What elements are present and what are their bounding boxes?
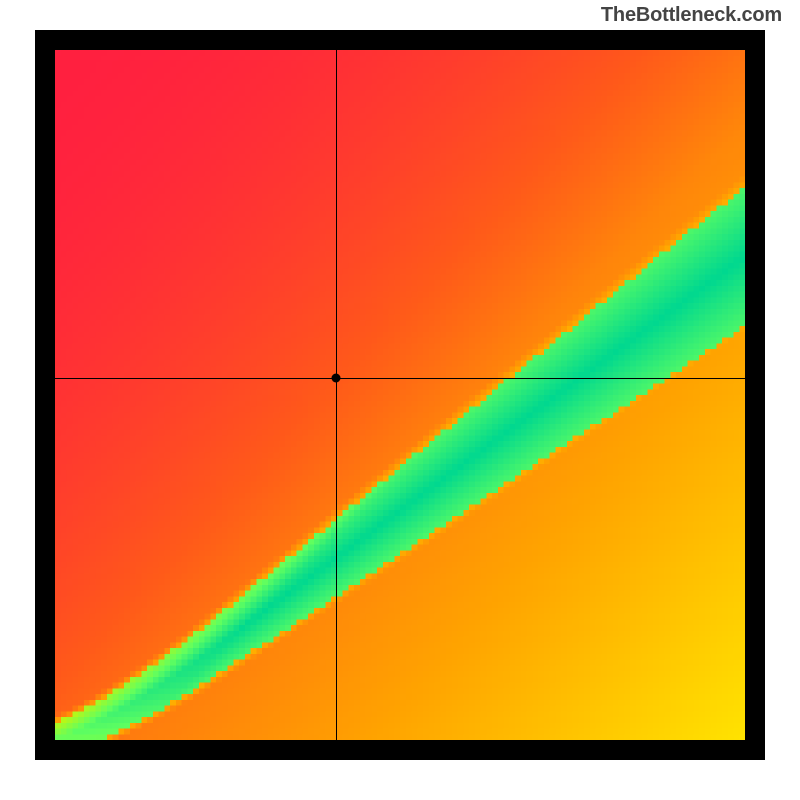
selection-marker [331, 374, 340, 383]
chart-frame [35, 30, 765, 760]
watermark-text: TheBottleneck.com [601, 4, 782, 27]
crosshair-horizontal [55, 378, 745, 379]
crosshair-vertical [336, 50, 337, 740]
heatmap-plot-area [55, 50, 745, 740]
bottleneck-heatmap [55, 50, 745, 740]
